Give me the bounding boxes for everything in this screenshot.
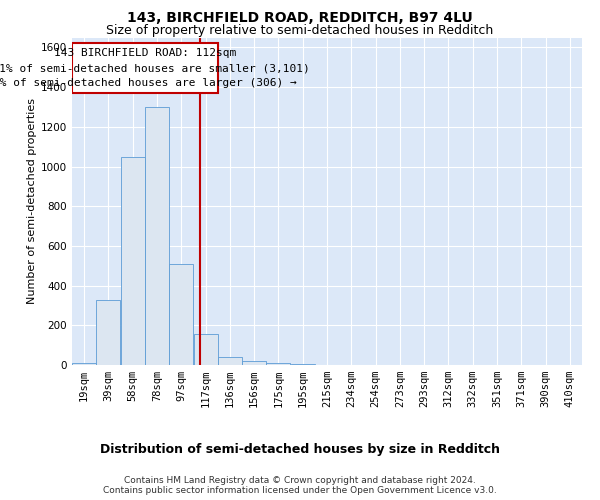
Bar bbox=[290, 364, 315, 365]
Text: 143, BIRCHFIELD ROAD, REDDITCH, B97 4LU: 143, BIRCHFIELD ROAD, REDDITCH, B97 4LU bbox=[127, 11, 473, 25]
Bar bbox=[72, 44, 218, 93]
Text: 9% of semi-detached houses are larger (306) →: 9% of semi-detached houses are larger (3… bbox=[0, 78, 297, 88]
Bar bbox=[266, 363, 290, 365]
Bar bbox=[72, 363, 96, 365]
Bar bbox=[242, 361, 266, 365]
Text: Contains HM Land Registry data © Crown copyright and database right 2024.
Contai: Contains HM Land Registry data © Crown c… bbox=[103, 476, 497, 495]
Bar bbox=[121, 156, 145, 365]
Text: Distribution of semi-detached houses by size in Redditch: Distribution of semi-detached houses by … bbox=[100, 442, 500, 456]
Bar bbox=[97, 300, 121, 365]
Bar bbox=[169, 264, 193, 365]
Text: 143 BIRCHFIELD ROAD: 112sqm: 143 BIRCHFIELD ROAD: 112sqm bbox=[54, 48, 236, 58]
Bar bbox=[145, 107, 169, 365]
Text: Size of property relative to semi-detached houses in Redditch: Size of property relative to semi-detach… bbox=[106, 24, 494, 37]
Bar bbox=[218, 357, 242, 365]
Bar bbox=[194, 334, 218, 365]
Y-axis label: Number of semi-detached properties: Number of semi-detached properties bbox=[27, 98, 37, 304]
Text: ← 91% of semi-detached houses are smaller (3,101): ← 91% of semi-detached houses are smalle… bbox=[0, 64, 310, 74]
